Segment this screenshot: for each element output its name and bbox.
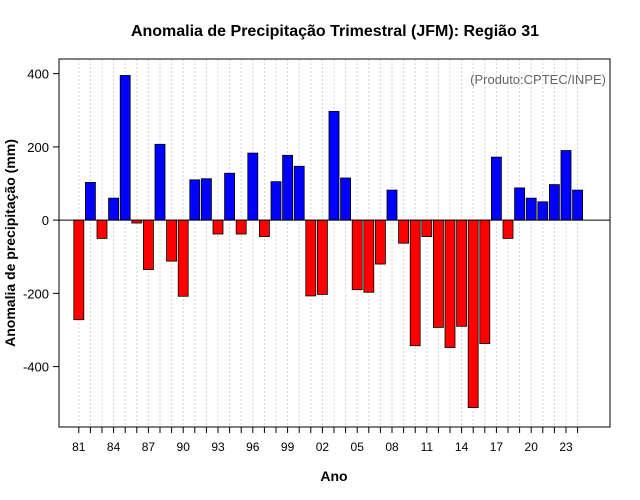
bar-1982	[85, 181, 96, 221]
bar-1991	[189, 179, 201, 221]
bar-2009	[398, 219, 410, 244]
x-tick-label: 23	[559, 440, 573, 454]
bar-1984	[108, 197, 119, 221]
bar-1992	[200, 178, 212, 221]
x-tick-label: 14	[455, 440, 469, 454]
bar-2017	[490, 156, 502, 221]
bar-2021	[537, 201, 549, 221]
x-tick-label: 11	[421, 440, 434, 454]
bar-1998	[270, 181, 282, 221]
bar-2003	[328, 110, 340, 221]
bar-2018	[502, 219, 514, 239]
credit-annotation: (Produto:CPTEC/INPE)	[470, 72, 606, 87]
y-tick-label: -400	[23, 360, 49, 375]
y-tick-label: -200	[23, 286, 49, 301]
x-axis-title: Ano	[320, 468, 347, 484]
bar-2022	[549, 184, 560, 221]
bar-1983	[96, 219, 108, 239]
x-tick-label: 17	[490, 440, 504, 454]
bar-1997	[258, 219, 270, 237]
bar-1985	[119, 75, 131, 221]
bar-1988	[154, 143, 166, 221]
bar-2019	[514, 187, 525, 221]
x-tick-label: 93	[211, 440, 225, 454]
bar-2016	[479, 219, 491, 344]
bar-1990	[177, 219, 189, 297]
y-axis-title: Anomalia de precipitação (mm)	[2, 139, 18, 347]
bar-2013	[444, 219, 456, 348]
bar-2023	[560, 150, 572, 221]
bar-2005	[351, 219, 363, 291]
bar-1993	[212, 219, 224, 235]
x-tick-label: 08	[385, 440, 399, 454]
bar-2010	[409, 219, 421, 347]
bar-2008	[386, 189, 398, 221]
bar-1999	[282, 154, 294, 221]
x-tick-label: 84	[107, 440, 121, 454]
bar-2014	[456, 219, 468, 327]
x-tick-label: 87	[142, 440, 156, 454]
bar-2002	[316, 219, 328, 295]
bar-1987	[142, 219, 154, 270]
bar-2011	[421, 219, 433, 237]
x-tick-label: 81	[72, 440, 86, 454]
chart-title: Anomalia de Precipitação Trimestral (JFM…	[131, 23, 539, 40]
bar-2020	[525, 197, 537, 221]
bar-2000	[293, 165, 305, 221]
x-tick-label: 02	[316, 440, 330, 454]
bar-1981	[73, 219, 85, 321]
x-tick-label: 99	[281, 440, 295, 454]
x-tick-label: 05	[351, 440, 365, 454]
bar-1996	[247, 152, 259, 221]
x-tick-label: 20	[525, 440, 539, 454]
bar-2006	[363, 219, 375, 293]
bar-2015	[467, 219, 479, 408]
bar-1989	[166, 219, 178, 262]
bar-2024	[572, 189, 583, 221]
y-tick-label: 400	[27, 67, 49, 82]
y-tick-label: 200	[27, 140, 49, 155]
bar-2001	[305, 219, 317, 297]
x-axis: 81 84 87 90 93 96 99 02 05 08 11 14 17 20 23	[72, 427, 579, 454]
bar-1994	[224, 172, 236, 221]
y-axis: 400 200 0 -200 -400	[23, 67, 59, 375]
x-tick-label: 96	[246, 440, 260, 454]
y-tick-label: 0	[42, 213, 49, 228]
bar-2004	[340, 177, 352, 221]
bar-1995	[235, 219, 247, 235]
bars	[73, 75, 583, 408]
x-tick-label: 90	[177, 440, 191, 454]
bar-2007	[374, 219, 386, 265]
bar-2012	[432, 219, 444, 328]
